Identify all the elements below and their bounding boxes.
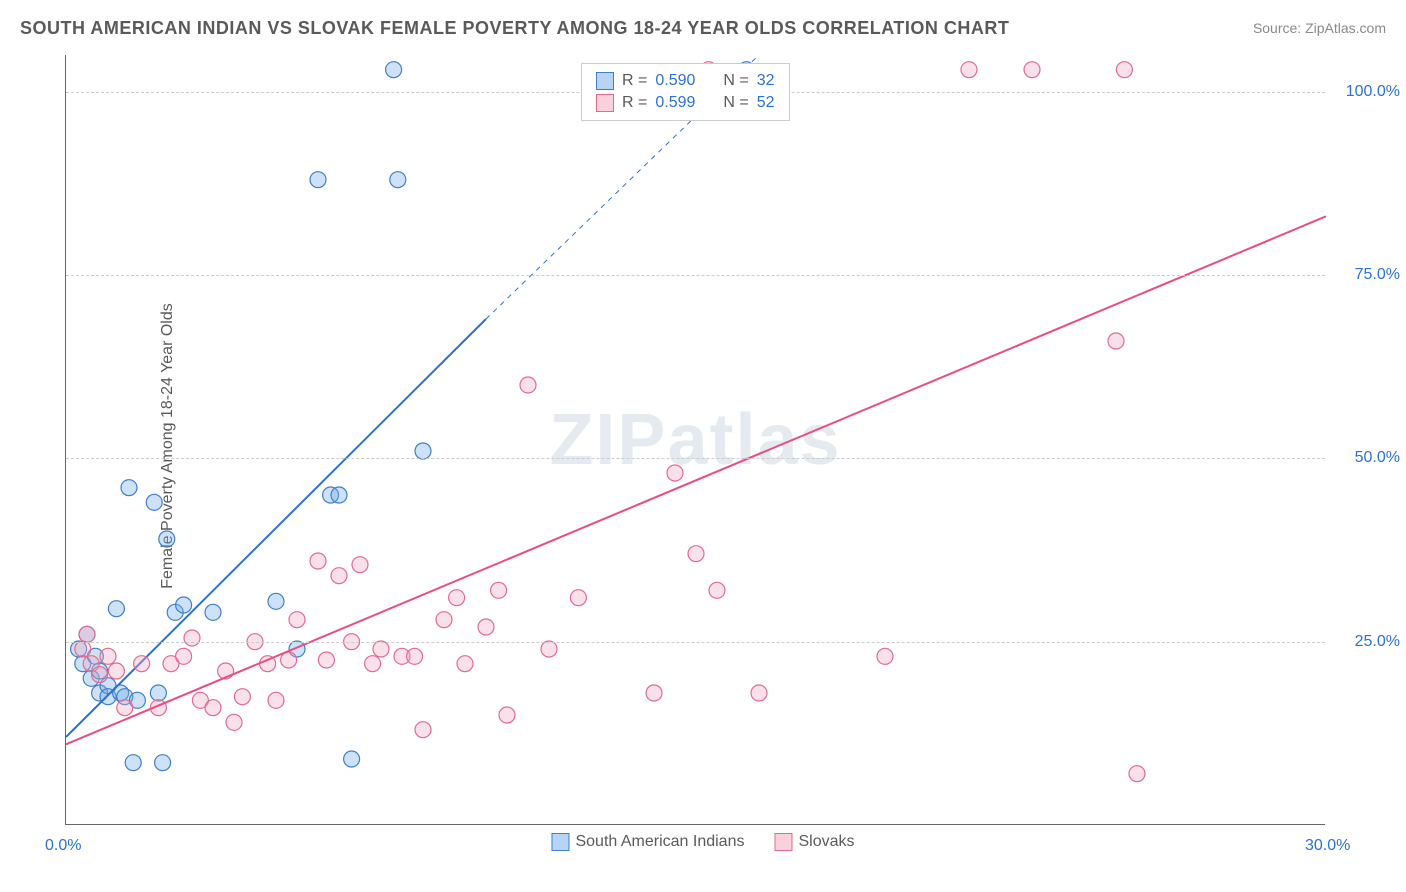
scatter-point [125,755,141,771]
scatter-point [310,172,326,188]
scatter-point [117,700,133,716]
y-tick-label: 50.0% [1355,449,1400,467]
correlation-chart: SOUTH AMERICAN INDIAN VS SLOVAK FEMALE P… [0,0,1406,892]
scatter-point [75,641,91,657]
plot-svg [66,55,1325,824]
scatter-point [877,648,893,664]
scatter-point [150,685,166,701]
scatter-point [491,582,507,598]
legend-label: Slovaks [798,833,854,850]
scatter-point [709,582,725,598]
legend-label: South American Indians [575,833,744,850]
scatter-point [344,751,360,767]
legend-swatch-0 [596,72,614,90]
scatter-point [234,689,250,705]
scatter-point [268,593,284,609]
stats-row: R = 0.599 N = 52 [596,92,775,114]
grid-line [66,642,1325,643]
scatter-point [79,626,95,642]
scatter-point [331,487,347,503]
chart-title: SOUTH AMERICAN INDIAN VS SLOVAK FEMALE P… [20,18,1009,39]
scatter-point [478,619,494,635]
scatter-point [1116,62,1132,78]
trend-line [66,319,486,737]
scatter-point [134,656,150,672]
r-value: 0.590 [655,72,695,90]
scatter-point [499,707,515,723]
r-label: R = [622,72,647,90]
scatter-point [373,641,389,657]
plot-area: ZIPatlas 25.0%50.0%75.0%100.0% R =0.590N… [65,55,1325,825]
scatter-point [108,663,124,679]
scatter-point [121,480,137,496]
scatter-point [310,553,326,569]
legend-swatch [551,833,569,851]
scatter-point [436,612,452,628]
scatter-point [289,612,305,628]
scatter-point [646,685,662,701]
scatter-point [365,656,381,672]
scatter-point [390,172,406,188]
scatter-point [667,465,683,481]
grid-line [66,275,1325,276]
x-tick-label: 30.0% [1305,837,1350,855]
scatter-point [318,652,334,668]
scatter-point [688,546,704,562]
stats-row: R = 0.590 N = 32 [596,70,775,92]
scatter-point [570,590,586,606]
scatter-point [457,656,473,672]
scatter-point [155,755,171,771]
legend-item: South American Indians [551,833,744,851]
scatter-point [331,568,347,584]
n-value: 52 [757,94,775,112]
scatter-point [415,722,431,738]
scatter-point [159,531,175,547]
scatter-point [146,494,162,510]
legend-swatch [774,833,792,851]
r-label: R = [622,94,647,112]
y-tick-label: 75.0% [1355,266,1400,284]
scatter-point [176,597,192,613]
scatter-point [184,630,200,646]
scatter-point [205,604,221,620]
scatter-point [520,377,536,393]
scatter-point [751,685,767,701]
legend-swatch-1 [596,94,614,112]
scatter-point [176,648,192,664]
scatter-point [100,648,116,664]
stats-legend-box: R = 0.590 N = 32 R = 0.599 N = 52 [581,63,790,121]
scatter-point [268,692,284,708]
n-value: 32 [757,72,775,90]
scatter-point [961,62,977,78]
r-value: 0.599 [655,94,695,112]
scatter-point [1108,333,1124,349]
scatter-point [1129,766,1145,782]
legend-item: Slovaks [774,833,854,851]
scatter-point [92,667,108,683]
scatter-point [205,700,221,716]
scatter-point [415,443,431,459]
legend-bottom: South American Indians Slovaks [551,833,854,851]
scatter-point [226,714,242,730]
trend-line [66,216,1326,744]
grid-line [66,458,1325,459]
scatter-point [108,601,124,617]
scatter-point [352,557,368,573]
x-tick-label: 0.0% [45,837,81,855]
scatter-point [1024,62,1040,78]
y-tick-label: 100.0% [1346,83,1400,101]
scatter-point [541,641,557,657]
n-label: N = [723,94,748,112]
scatter-point [449,590,465,606]
scatter-point [407,648,423,664]
scatter-point [386,62,402,78]
y-tick-label: 25.0% [1355,633,1400,651]
n-label: N = [723,72,748,90]
source-label: Source: ZipAtlas.com [1253,20,1386,36]
